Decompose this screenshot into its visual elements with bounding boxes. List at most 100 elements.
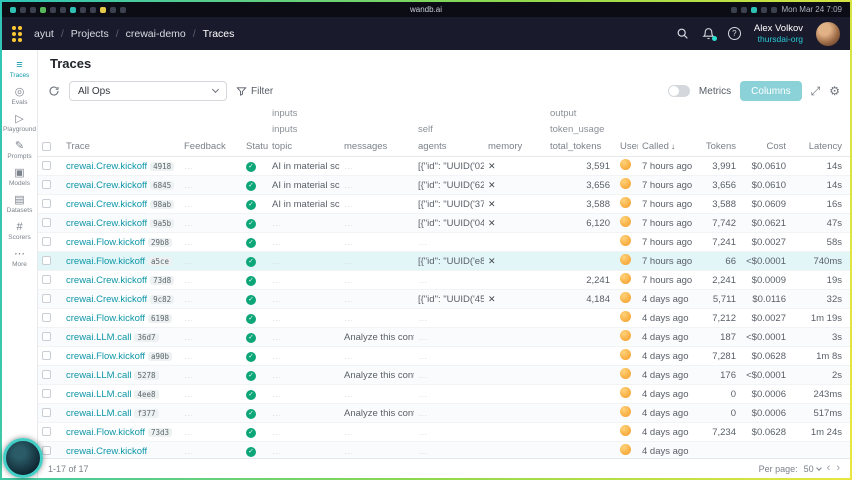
row-checkbox[interactable] bbox=[42, 275, 51, 285]
row-checkbox[interactable] bbox=[42, 446, 51, 456]
search-icon[interactable] bbox=[676, 27, 689, 40]
table-row[interactable]: crewai.Crew.kickoff 9a5b [{"id": "UUID('… bbox=[38, 214, 850, 233]
table-row[interactable]: crewai.Crew.kickoff 98ab AI in material … bbox=[38, 195, 850, 214]
table-row[interactable]: crewai.LLM.call 4ee8 4 days ago 0 $0.000… bbox=[38, 385, 850, 404]
col-called[interactable]: Called bbox=[638, 141, 698, 152]
trace-link[interactable]: crewai.Crew.kickoff bbox=[66, 445, 148, 457]
col-agents[interactable]: agents bbox=[418, 141, 447, 152]
row-checkbox[interactable] bbox=[42, 408, 51, 418]
col-memory[interactable]: memory bbox=[488, 141, 523, 152]
trace-link[interactable]: crewai.LLM.call bbox=[66, 331, 132, 343]
col-cost[interactable]: Cost bbox=[766, 141, 786, 152]
sidebar-item-playground[interactable]: ▷ Playground bbox=[3, 109, 37, 136]
col-user[interactable]: User bbox=[620, 141, 638, 152]
trace-link[interactable]: crewai.Flow.kickoff bbox=[66, 350, 146, 362]
row-checkbox[interactable] bbox=[42, 294, 51, 304]
table-row[interactable]: crewai.LLM.call f377 Analyze this conten… bbox=[38, 404, 850, 423]
row-checkbox[interactable] bbox=[42, 237, 51, 247]
breadcrumb-projects[interactable]: Projects bbox=[70, 27, 109, 40]
row-checkbox[interactable] bbox=[42, 313, 51, 323]
next-page-icon[interactable]: › bbox=[836, 462, 840, 474]
metrics-toggle[interactable] bbox=[667, 85, 690, 97]
columns-button[interactable]: Columns bbox=[740, 81, 802, 101]
row-checkbox[interactable] bbox=[42, 389, 51, 399]
table-row[interactable]: crewai.Flow.kickoff 29b8 7 hours ago 7,2… bbox=[38, 233, 850, 252]
select-all-checkbox[interactable] bbox=[42, 141, 51, 151]
row-checkbox[interactable] bbox=[42, 256, 51, 266]
col-trace[interactable]: Trace bbox=[66, 141, 90, 152]
sidebar-item-traces[interactable]: ≡ Traces bbox=[3, 55, 37, 82]
help-icon[interactable]: ? bbox=[727, 27, 741, 40]
sidebar-item-evals[interactable]: ◎ Evals bbox=[3, 82, 37, 109]
more-icon: ⋯ bbox=[14, 247, 25, 260]
trace-link[interactable]: crewai.Crew.kickoff bbox=[66, 274, 148, 286]
per-page-select[interactable]: 50 bbox=[804, 464, 822, 474]
table-row[interactable]: crewai.Flow.kickoff 6198 4 days ago 7,21… bbox=[38, 309, 850, 328]
filter-button[interactable]: Filter bbox=[236, 86, 273, 97]
prev-page-icon[interactable]: ‹ bbox=[826, 462, 831, 474]
trace-link[interactable]: crewai.Crew.kickoff bbox=[66, 217, 148, 229]
table-row[interactable]: crewai.Crew.kickoff 6845 AI in material … bbox=[38, 176, 850, 195]
col-feedback[interactable]: Feedback bbox=[184, 141, 226, 152]
row-checkbox[interactable] bbox=[42, 218, 51, 228]
trace-link[interactable]: crewai.LLM.call bbox=[66, 388, 132, 400]
table-footer: 1-17 of 17 Per page: 50 ‹ › bbox=[38, 458, 850, 478]
notifications-bell-icon[interactable] bbox=[702, 27, 717, 41]
webcam-bubble bbox=[3, 438, 43, 478]
row-checkbox[interactable] bbox=[42, 332, 51, 342]
row-checkbox[interactable] bbox=[42, 351, 51, 361]
row-checkbox[interactable] bbox=[42, 199, 51, 209]
row-checkbox[interactable] bbox=[42, 161, 51, 171]
expand-icon[interactable]: ⤢ bbox=[810, 84, 821, 98]
user-avatar[interactable] bbox=[816, 21, 840, 46]
refresh-icon[interactable] bbox=[48, 85, 60, 97]
row-checkbox[interactable] bbox=[42, 427, 51, 437]
col-status[interactable]: Status bbox=[246, 141, 268, 152]
breadcrumb-project[interactable]: crewai-demo bbox=[125, 27, 186, 40]
messages-cell bbox=[340, 199, 414, 210]
sidebar-item-models[interactable]: ▣ Models bbox=[3, 163, 37, 190]
settings-gear-icon[interactable]: ⚙ bbox=[829, 84, 840, 98]
trace-link[interactable]: crewai.Flow.kickoff bbox=[66, 426, 146, 438]
user-block[interactable]: Alex Volkov thursdai-org bbox=[754, 23, 803, 45]
col-latency[interactable]: Latency bbox=[808, 141, 842, 152]
table-row[interactable]: crewai.Flow.kickoff 73d3 4 days ago 7,23… bbox=[38, 423, 850, 442]
row-checkbox[interactable] bbox=[42, 370, 51, 380]
trace-link[interactable]: crewai.Flow.kickoff bbox=[66, 255, 146, 267]
col-tokens[interactable]: Tokens bbox=[705, 141, 736, 152]
row-checkbox[interactable] bbox=[42, 180, 51, 190]
breadcrumb-traces[interactable]: Traces bbox=[202, 27, 235, 40]
trace-link[interactable]: crewai.Crew.kickoff bbox=[66, 293, 148, 305]
table-row[interactable]: crewai.Crew.kickoff 73d8 2,241 7 hours a… bbox=[38, 271, 850, 290]
sidebar-item-more[interactable]: ⋯ More bbox=[3, 244, 37, 271]
sidebar-item-scorers[interactable]: # Scorers bbox=[3, 217, 37, 244]
table-row[interactable]: crewai.Crew.kickoff 4918 AI in material … bbox=[38, 157, 850, 176]
table-row[interactable]: crewai.Crew.kickoff 4 days ago bbox=[38, 442, 850, 458]
trace-link[interactable]: crewai.Crew.kickoff bbox=[66, 179, 148, 191]
table-row[interactable]: crewai.Flow.kickoff a5ce [{"id": "UUID('… bbox=[38, 252, 850, 271]
feedback-cell bbox=[180, 351, 242, 362]
trace-link[interactable]: crewai.Crew.kickoff bbox=[66, 198, 148, 210]
wandb-logo-icon[interactable] bbox=[12, 25, 22, 42]
table-row[interactable]: crewai.Flow.kickoff a90b 4 days ago 7,28… bbox=[38, 347, 850, 366]
sidebar-item-prompts[interactable]: ✎ Prompts bbox=[3, 136, 37, 163]
trace-link[interactable]: crewai.Crew.kickoff bbox=[66, 160, 148, 172]
trace-link[interactable]: crewai.Flow.kickoff bbox=[66, 312, 146, 324]
op-selector-dropdown[interactable]: All Ops bbox=[69, 81, 227, 101]
table-row[interactable]: crewai.LLM.call 36d7 Analyze this conten… bbox=[38, 328, 850, 347]
col-messages[interactable]: messages bbox=[344, 141, 388, 152]
col-total-tokens[interactable]: total_tokens bbox=[550, 141, 602, 152]
feedback-cell bbox=[180, 408, 242, 419]
col-topic[interactable]: topic bbox=[272, 141, 293, 152]
row-user-avatar bbox=[620, 197, 631, 208]
tokens-cell: 7,212 bbox=[712, 312, 736, 324]
sidebar-item-datasets[interactable]: ▤ Datasets bbox=[3, 190, 37, 217]
breadcrumb-entity[interactable]: ayut bbox=[34, 27, 54, 40]
trace-link[interactable]: crewai.LLM.call bbox=[66, 369, 132, 381]
trace-link[interactable]: crewai.LLM.call bbox=[66, 407, 132, 419]
table-row[interactable]: crewai.Crew.kickoff 9c82 [{"id": "UUID('… bbox=[38, 290, 850, 309]
trace-link[interactable]: crewai.Flow.kickoff bbox=[66, 236, 146, 248]
table-row[interactable]: crewai.LLM.call 5278 Analyze this conten… bbox=[38, 366, 850, 385]
messages-cell bbox=[340, 427, 414, 438]
user-name: Alex Volkov bbox=[753, 22, 803, 34]
